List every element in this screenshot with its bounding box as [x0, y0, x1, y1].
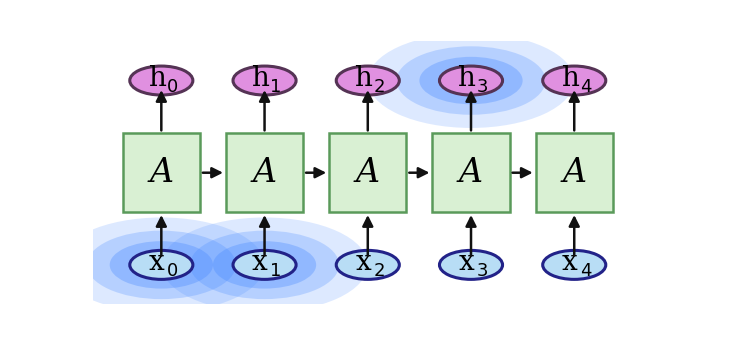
FancyBboxPatch shape	[536, 133, 613, 212]
Text: x: x	[355, 249, 371, 276]
Text: A: A	[356, 157, 380, 189]
Ellipse shape	[213, 241, 316, 289]
Text: A: A	[252, 157, 277, 189]
FancyBboxPatch shape	[432, 133, 510, 212]
Text: A: A	[149, 157, 173, 189]
Text: h: h	[457, 65, 475, 92]
Text: 1: 1	[270, 78, 282, 96]
FancyBboxPatch shape	[123, 133, 200, 212]
Ellipse shape	[336, 250, 400, 279]
Text: 4: 4	[580, 262, 591, 280]
Ellipse shape	[58, 218, 265, 312]
Ellipse shape	[440, 250, 502, 279]
Ellipse shape	[190, 231, 339, 299]
Text: 1: 1	[270, 262, 282, 280]
FancyBboxPatch shape	[226, 133, 303, 212]
Text: A: A	[459, 157, 483, 189]
Text: x: x	[252, 249, 268, 276]
Text: x: x	[562, 249, 577, 276]
Ellipse shape	[130, 66, 193, 95]
Text: 4: 4	[580, 78, 591, 96]
Ellipse shape	[233, 250, 296, 279]
Ellipse shape	[336, 66, 400, 95]
Ellipse shape	[233, 66, 296, 95]
Text: h: h	[251, 65, 269, 92]
Text: h: h	[561, 65, 579, 92]
Ellipse shape	[440, 66, 502, 95]
Text: x: x	[459, 249, 474, 276]
Text: 0: 0	[167, 262, 178, 280]
Ellipse shape	[87, 231, 236, 299]
FancyBboxPatch shape	[329, 133, 406, 212]
Ellipse shape	[397, 46, 545, 115]
Ellipse shape	[542, 250, 606, 279]
Text: 3: 3	[477, 262, 488, 280]
Text: 2: 2	[374, 262, 385, 280]
Ellipse shape	[420, 57, 522, 104]
Text: 0: 0	[167, 78, 178, 96]
Ellipse shape	[161, 218, 368, 312]
Ellipse shape	[368, 33, 574, 128]
Text: 2: 2	[374, 78, 385, 96]
Ellipse shape	[130, 250, 193, 279]
Text: h: h	[354, 65, 372, 92]
Ellipse shape	[110, 241, 213, 289]
Text: x: x	[149, 249, 164, 276]
Text: A: A	[562, 157, 586, 189]
Ellipse shape	[542, 66, 606, 95]
Text: h: h	[148, 65, 166, 92]
Text: 3: 3	[477, 78, 488, 96]
